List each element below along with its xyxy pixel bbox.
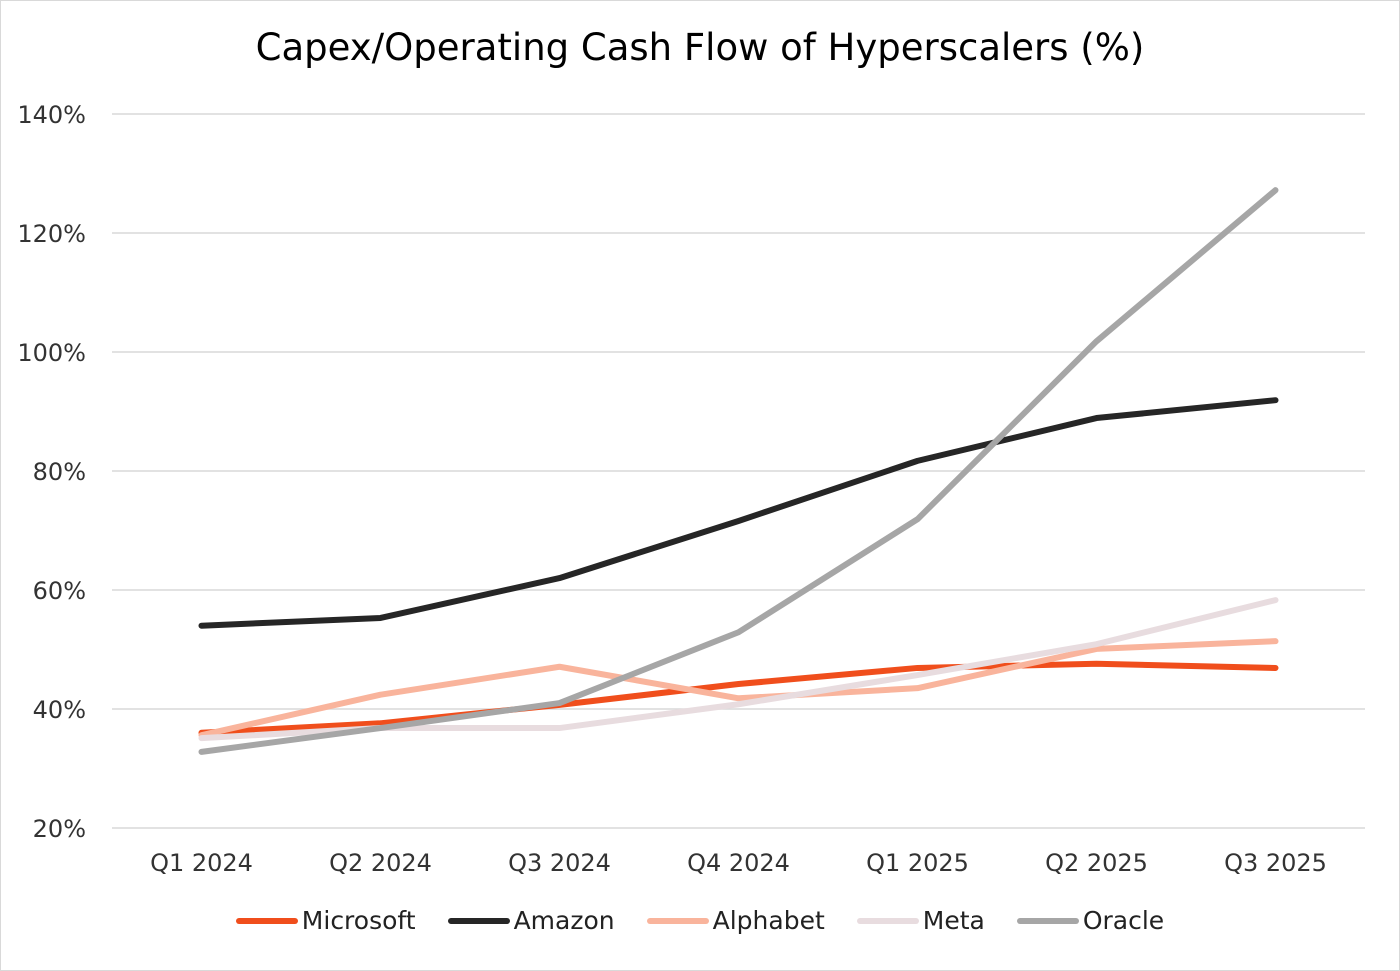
x-tick-label: Q3 2024	[508, 849, 611, 877]
legend-swatch	[1016, 917, 1079, 924]
series-line-alphabet	[198, 638, 1279, 739]
legend-label: Alphabet	[712, 906, 825, 935]
y-tick-label: 140%	[17, 101, 86, 129]
legend-item-oracle: Oracle	[1016, 906, 1165, 935]
legend-label: Meta	[922, 906, 985, 935]
y-tick-label: 120%	[17, 220, 86, 248]
legend-label: Microsoft	[301, 906, 416, 935]
series-line-amazon	[198, 397, 1279, 629]
legend-item-microsoft: Microsoft	[235, 906, 416, 935]
legend-item-meta: Meta	[856, 906, 985, 935]
legend-swatch	[235, 917, 298, 924]
x-tick-label: Q4 2024	[687, 849, 790, 877]
x-tick-label: Q3 2025	[1224, 849, 1327, 877]
legend-swatch	[447, 917, 510, 924]
y-tick-label: 60%	[33, 577, 86, 605]
legend-label: Oracle	[1082, 906, 1165, 935]
legend-item-amazon: Amazon	[447, 906, 615, 935]
x-tick-label: Q1 2025	[866, 849, 969, 877]
legend-label: Amazon	[513, 906, 615, 935]
y-tick-label: 20%	[33, 815, 86, 843]
chart-title: Capex/Operating Cash Flow of Hyperscaler…	[255, 26, 1145, 69]
legend-swatch	[856, 917, 919, 924]
legend: Microsoft Amazon Alphabet Meta Oracle	[0, 906, 1400, 935]
x-tick-label: Q2 2025	[1045, 849, 1148, 877]
legend-swatch	[646, 917, 709, 924]
legend-item-alphabet: Alphabet	[646, 906, 825, 935]
x-tick-label: Q2 2024	[329, 849, 432, 877]
x-tick-label: Q1 2024	[150, 849, 253, 877]
y-tick-label: 80%	[33, 458, 86, 486]
y-tick-label: 100%	[17, 339, 86, 367]
y-tick-label: 40%	[33, 696, 86, 724]
